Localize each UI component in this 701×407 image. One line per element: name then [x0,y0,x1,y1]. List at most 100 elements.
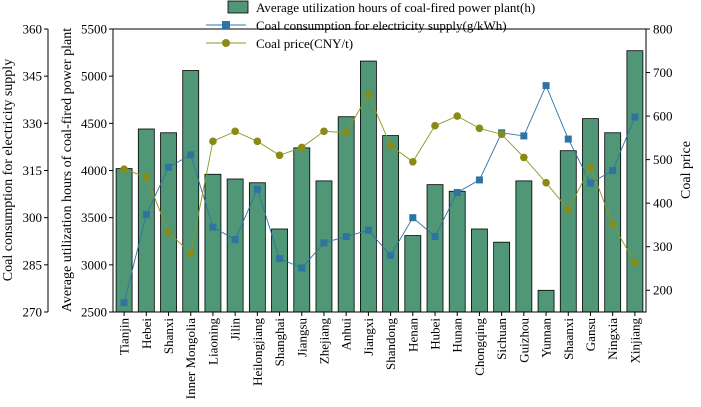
price-point [275,151,284,160]
legend-marker-consumption [222,21,230,29]
left-inner-axis-title: Average utilization hours of coal-fired … [60,28,75,312]
price-point [186,249,195,258]
right-tick-label: 200 [653,283,673,298]
consumption-point [586,179,594,187]
left-inner-tick-label: 5500 [81,22,107,37]
consumption-point [253,185,261,193]
x-tick-label: Xinjiang [627,318,642,364]
consumption-point [320,239,328,247]
price-point [342,128,350,137]
x-tick-label: Jiangsu [294,318,309,358]
x-tick-label: Jiangxi [361,318,376,356]
consumption-point [475,176,483,184]
legend-swatch-bars [227,0,249,14]
price-point [542,178,550,187]
consumption-point [364,226,372,234]
x-tick-label: Jilin [228,318,243,341]
left-outer-tick-label: 300 [23,210,43,225]
x-tick-label: Henan [405,318,420,352]
right-tick-label: 400 [653,196,673,211]
consumption-point [431,233,439,241]
consumption-point [298,264,306,272]
x-tick-label: Guizhou [516,318,531,363]
consumption-point [120,299,128,307]
consumption-point [276,255,284,263]
left-outer-tick-label: 330 [23,116,43,131]
price-point [142,173,151,181]
price-point [453,112,462,120]
bar [404,235,422,313]
bar [315,180,333,313]
x-tick-label: Zhejiang [316,318,331,365]
price-point [586,163,595,171]
x-tick-label: Sichuan [494,318,509,360]
consumption-point [609,167,617,174]
consumption-point [387,251,395,259]
right-axis: 200 300 400 500 600 700 800 [646,22,673,298]
consumption-point [564,135,572,143]
consumption-point [631,113,639,121]
x-tick-label: Yunnan [539,318,554,358]
bar [626,50,644,313]
bar [559,150,577,313]
x-tick-label: Tianjin [117,318,132,356]
consumption-point [165,163,173,171]
price-point [631,259,639,267]
bar [359,60,377,313]
x-tick-label: Hunan [450,318,465,353]
x-tick-label: Shanxi [161,318,176,355]
left-inner-tick-label: 4000 [81,163,107,178]
left-inner-tick-label: 2500 [81,305,107,320]
right-tick-label: 300 [653,239,673,254]
bar [426,184,444,313]
bar [537,289,555,313]
left-inner-tick-label: 3500 [81,210,107,225]
left-outer-tick-label: 270 [23,305,43,320]
price-point [320,127,328,136]
right-axis-title: Coal price [679,141,694,199]
bar-series [115,50,644,313]
consumption-point [453,189,461,197]
left-inner-axis: 2500 3000 3500 4000 4500 5000 5500 [81,22,113,320]
right-tick-label: 500 [653,152,673,167]
right-tick-label: 800 [653,22,673,37]
price-point [409,157,417,166]
bar [293,147,311,313]
consumption-line [123,84,636,303]
bar [493,241,511,313]
consumption-point [409,214,417,222]
legend-label-bars: Average utilization hours of coal-fired … [256,0,535,15]
consumption-point [209,223,217,231]
consumption-point [520,132,528,140]
x-tick-label: Shandong [383,318,398,371]
x-tick-label: Hubei [428,318,443,350]
price-point [164,228,173,237]
legend: Average utilization hours of coal-fired … [206,0,535,51]
bar [471,228,488,313]
left-outer-tick-label: 285 [23,257,43,272]
left-outer-tick-label: 315 [23,163,43,178]
left-inner-tick-label: 5000 [81,69,107,84]
consumption-point [542,82,550,90]
right-tick-label: 700 [653,65,673,80]
legend-label-price: Coal price(CNY/t) [256,36,353,51]
consumption-point [342,233,350,241]
bar [137,128,155,313]
left-inner-tick-label: 4500 [81,116,107,131]
price-point [386,141,395,150]
legend-label-consumption: Coal consumption for electricity supply(… [256,18,507,33]
price-point [120,165,128,173]
x-tick-label: Gansu [583,318,598,352]
bar [515,180,533,313]
left-inner-tick-label: 3000 [81,257,107,272]
price-point [364,90,373,99]
bar [448,190,466,313]
right-tick-label: 600 [653,109,673,124]
price-point [297,143,306,152]
x-axis: Tianjin Hebei Shanxi Inner Mongolia Liaoning… [117,312,642,399]
x-tick-label: Chongqing [472,318,487,376]
bar [382,135,399,313]
price-point [564,205,573,214]
